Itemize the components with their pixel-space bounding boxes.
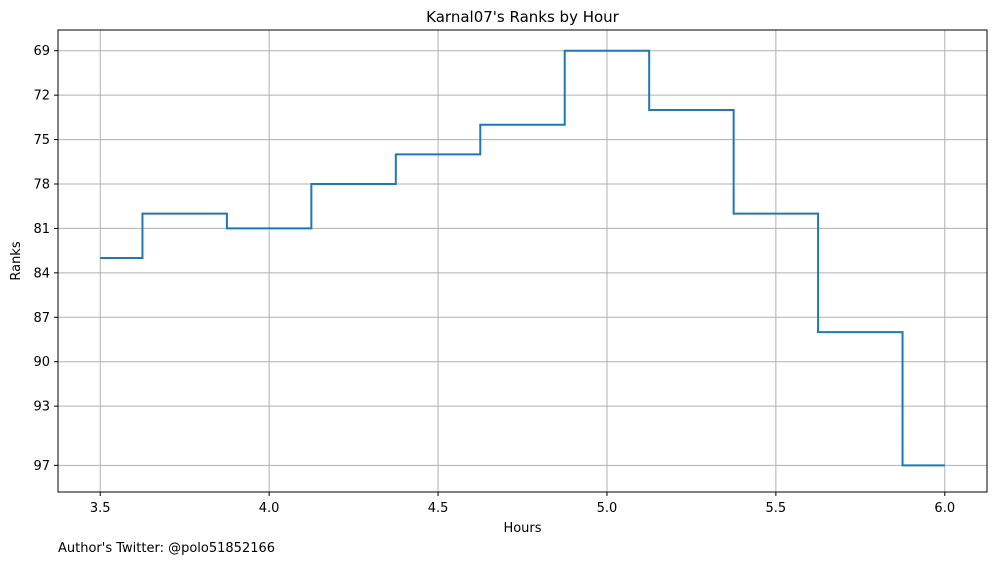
series-layer <box>100 49 945 467</box>
plot-frame <box>57 29 988 493</box>
y-tick-label: 72 <box>33 89 50 104</box>
x-tick-label: 4.5 <box>428 501 449 516</box>
y-tick-label: 75 <box>33 133 50 148</box>
rank-step-line <box>100 49 945 467</box>
x-axis-label: Hours <box>503 521 541 536</box>
y-tick-label: 90 <box>33 355 50 370</box>
x-tick-label: 6.0 <box>934 501 955 516</box>
y-tick-label: 87 <box>33 311 50 326</box>
y-axis-label: Ranks <box>9 241 24 280</box>
y-tick-label: 93 <box>33 400 50 415</box>
grid-layer <box>58 30 987 492</box>
y-tick-label: 69 <box>33 44 50 59</box>
x-tick-label: 4.0 <box>259 501 280 516</box>
y-tick-label: 84 <box>33 266 50 281</box>
x-tick-label: 5.0 <box>597 501 618 516</box>
y-tick-label: 78 <box>33 178 50 193</box>
y-tick-label: 81 <box>33 222 50 237</box>
x-tick-label: 3.5 <box>90 501 111 516</box>
author-credit: Author's Twitter: @polo51852166 <box>58 541 275 556</box>
tick-layer: 3.5 4.0 4.5 5.0 5.5 6.0 69 72 75 78 81 84 87 90 93 97 <box>33 44 955 516</box>
chart-title: Karnal07's Ranks by Hour <box>426 8 620 26</box>
x-tick-label: 5.5 <box>766 501 787 516</box>
y-tick-label: 97 <box>33 459 50 474</box>
